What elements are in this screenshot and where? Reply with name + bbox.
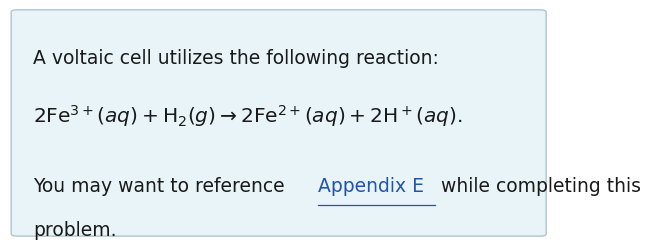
Text: while completing this: while completing this xyxy=(434,177,640,196)
Text: A voltaic cell utilizes the following reaction:: A voltaic cell utilizes the following re… xyxy=(33,49,439,68)
Text: You may want to reference: You may want to reference xyxy=(33,177,291,196)
Text: problem.: problem. xyxy=(33,221,117,240)
Text: $2\mathrm{Fe}^{3+}(aq) + \mathrm{H}_2(g){\rightarrow}2\mathrm{Fe}^{2+}(aq) + 2\m: $2\mathrm{Fe}^{3+}(aq) + \mathrm{H}_2(g)… xyxy=(33,103,463,129)
FancyBboxPatch shape xyxy=(11,10,546,236)
Text: Appendix E: Appendix E xyxy=(318,177,424,196)
